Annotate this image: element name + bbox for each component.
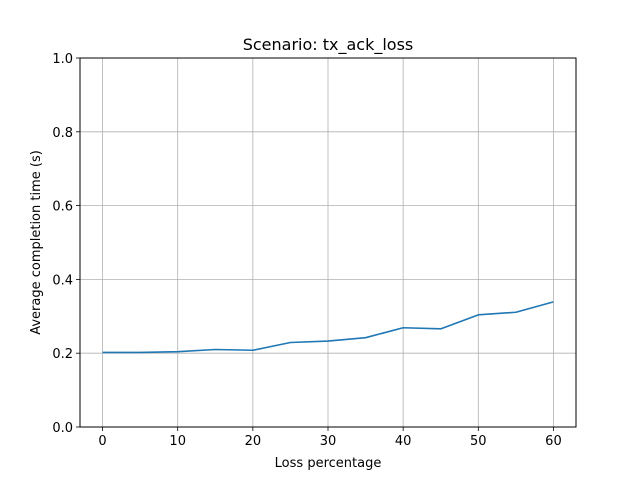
tick-marks: [76, 57, 554, 431]
x-tick-label: 20: [245, 434, 262, 449]
x-tick-label: 50: [470, 434, 487, 449]
y-tick-label: 0.8: [52, 126, 73, 141]
y-tick-label: 0.2: [52, 347, 73, 362]
series-line-0: [102, 301, 554, 354]
x-tick-label: 10: [169, 434, 186, 449]
x-tick-label: 0: [98, 434, 106, 449]
tick-labels: 0 10 20 30 40 50 60 0.0 0.2 0.4 0.6 0.8 1.0: [52, 52, 561, 449]
y-tick-label: 1.0: [52, 52, 73, 67]
chart-title: Scenario: tx_ack_loss: [243, 35, 414, 55]
series-layer: [102, 301, 554, 354]
y-axis-label: Average completion time (s): [29, 150, 44, 335]
y-tick-label: 0.4: [52, 273, 73, 288]
x-tick-label: 40: [395, 434, 412, 449]
x-tick-label: 30: [320, 434, 337, 449]
y-tick-label: 0.6: [52, 200, 73, 215]
x-axis-label: Loss percentage: [275, 456, 382, 471]
y-tick-label: 0.0: [52, 421, 73, 436]
x-tick-label: 60: [545, 434, 562, 449]
